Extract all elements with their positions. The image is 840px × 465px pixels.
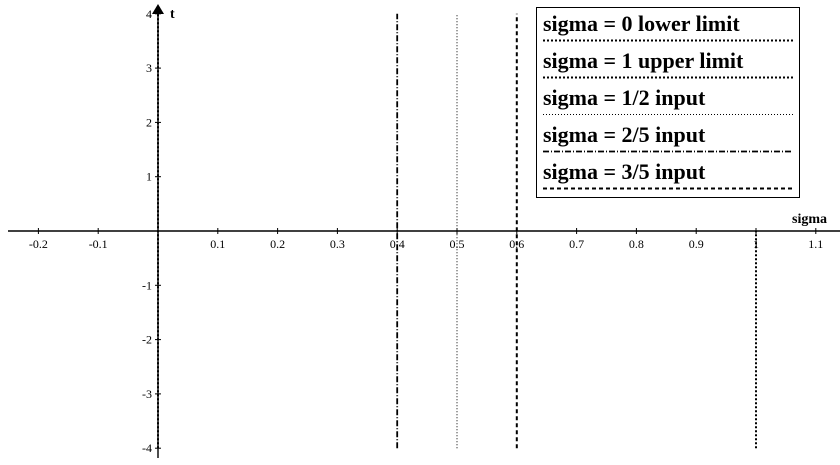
legend-item: sigma = 0 lower limit [541,8,795,46]
x-tick-label: 0.2 [270,237,285,251]
legend-label: sigma = 1 upper limit [543,48,744,73]
x-tick-label: 0.8 [629,237,644,251]
y-tick-label: 1 [146,170,152,184]
legend-swatch [543,76,793,79]
x-tick-label: 0.9 [689,237,704,251]
legend-label: sigma = 3/5 input [543,159,706,184]
legend-item: sigma = 1 upper limit [541,45,795,83]
y-tick-label: -1 [142,278,152,292]
x-tick-label: 1.1 [808,237,823,251]
x-tick-label: -0.2 [29,237,48,251]
y-tick-label: -4 [142,441,152,455]
y-tick-label: 4 [146,7,152,21]
legend-swatch [543,39,793,42]
x-axis-title: sigma [792,212,827,227]
legend-swatch [543,187,793,190]
x-tick-label: 0.6 [509,237,524,251]
legend-item: sigma = 2/5 input [541,119,795,157]
legend-item: sigma = 3/5 input [541,156,795,194]
legend-swatch [543,114,793,115]
y-axis-title: t [170,7,175,22]
x-tick-label: -0.1 [89,237,108,251]
y-tick-label: 3 [146,61,152,75]
x-tick-label: 1 [753,237,759,251]
x-tick-label: 0.5 [450,237,465,251]
legend: sigma = 0 lower limit sigma = 1 upper lim… [536,7,800,198]
y-axis-arrow [152,4,164,14]
legend-item: sigma = 1/2 input [541,82,795,120]
x-tick-label: 0.1 [210,237,225,251]
x-tick-label: 0.7 [569,237,584,251]
y-tick-label: 2 [146,115,152,129]
y-tick-label: -3 [142,387,152,401]
y-tick-label: -2 [142,333,152,347]
legend-label: sigma = 1/2 input [543,85,706,110]
legend-label: sigma = 0 lower limit [543,11,740,36]
x-tick-label: 0.3 [330,237,345,251]
legend-label: sigma = 2/5 input [543,122,706,147]
legend-swatch [543,150,793,153]
x-tick-label: 0.4 [390,237,405,251]
